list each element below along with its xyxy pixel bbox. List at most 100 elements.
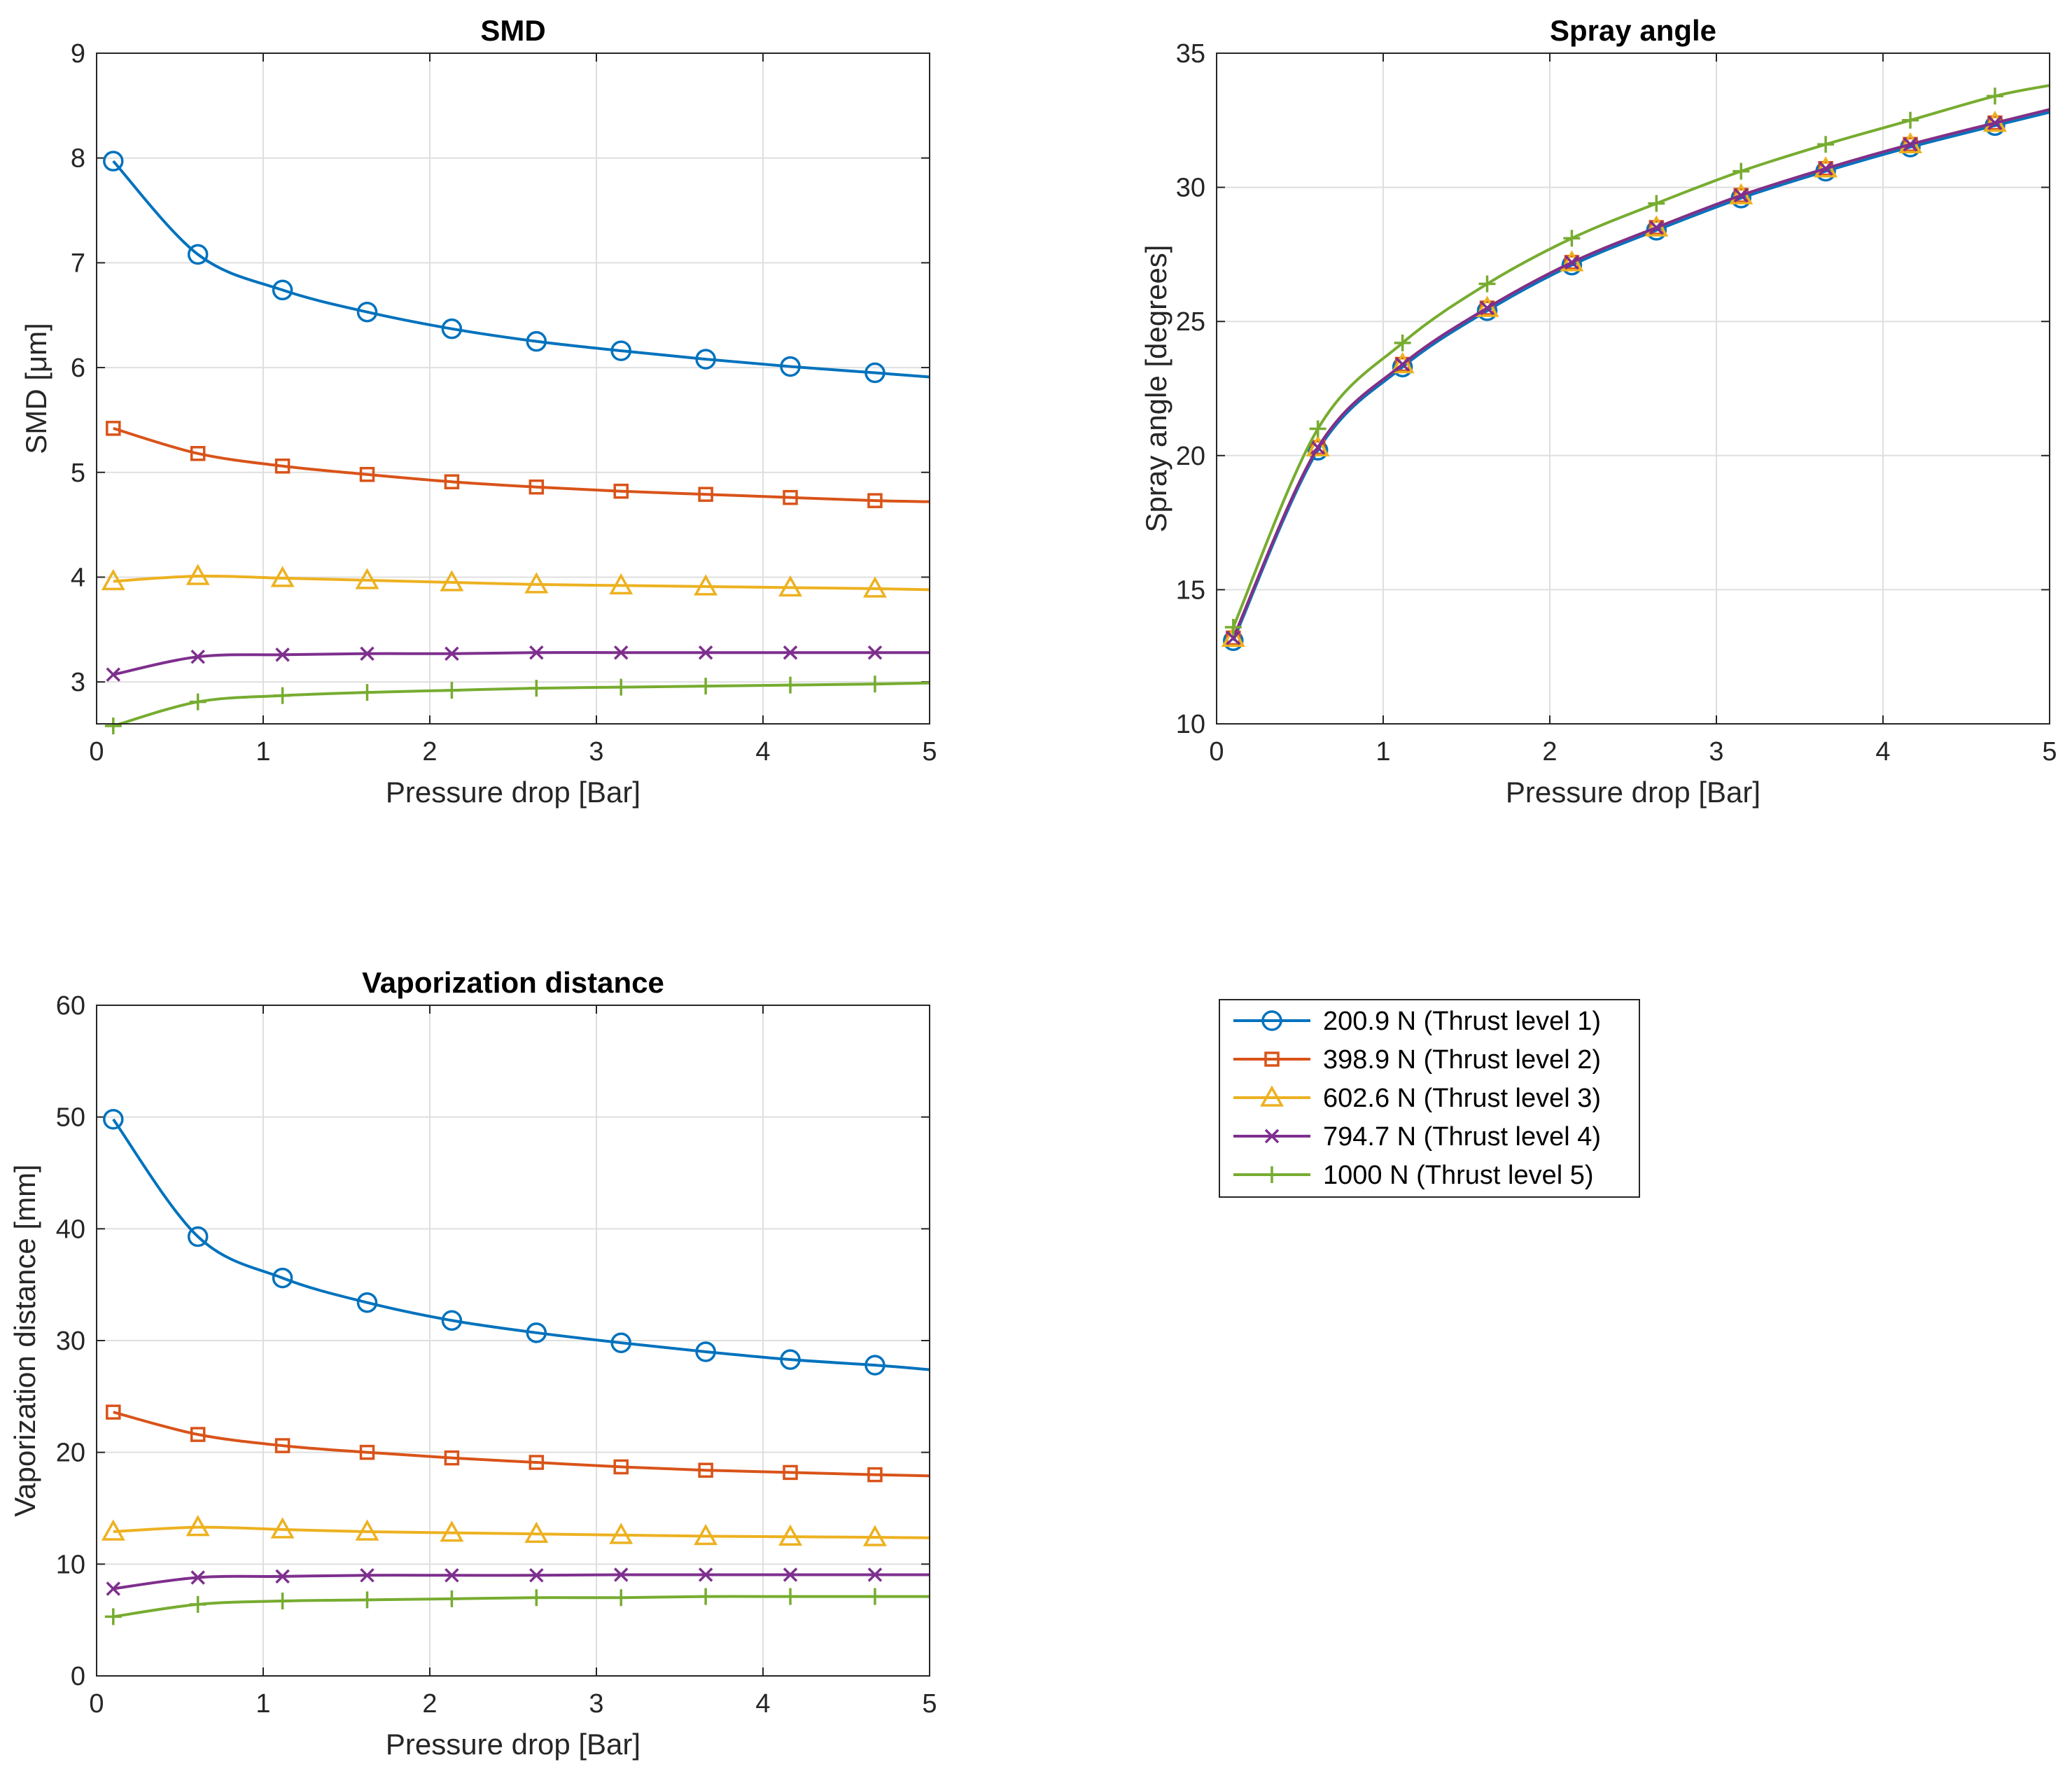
data-point bbox=[1390, 351, 1415, 374]
x-tick-label: 1 bbox=[1376, 737, 1390, 767]
data-point bbox=[441, 1310, 463, 1331]
y-tick-label: 30 bbox=[1176, 174, 1205, 203]
data-point bbox=[1306, 435, 1330, 457]
data-point bbox=[864, 1355, 886, 1376]
data-point bbox=[698, 1462, 713, 1478]
y-tick-label: 15 bbox=[1176, 575, 1205, 605]
data-point bbox=[524, 572, 549, 594]
data-point bbox=[274, 1593, 291, 1610]
chart-title: Spray angle bbox=[1550, 14, 1716, 47]
x-tick-label: 0 bbox=[89, 1689, 104, 1719]
data-point bbox=[355, 568, 379, 589]
data-point bbox=[698, 1567, 713, 1582]
data-point bbox=[528, 1589, 545, 1607]
data-point bbox=[106, 1581, 121, 1596]
data-point bbox=[698, 487, 713, 502]
axes-box bbox=[96, 53, 930, 725]
series-line bbox=[1231, 111, 2050, 642]
data-point bbox=[695, 349, 716, 370]
data-point bbox=[270, 1517, 295, 1539]
data-point bbox=[101, 1519, 125, 1541]
data-point bbox=[440, 570, 464, 592]
x-tick-label: 4 bbox=[1875, 737, 1890, 767]
data-point bbox=[187, 1226, 209, 1247]
data-point bbox=[778, 1524, 803, 1546]
series-2 bbox=[106, 1404, 930, 1483]
axes-box bbox=[96, 1005, 930, 1677]
x-tick-label: 2 bbox=[422, 1689, 437, 1719]
x-tick-label: 2 bbox=[1542, 737, 1557, 767]
series-1 bbox=[103, 1109, 930, 1376]
data-point bbox=[355, 1519, 379, 1541]
data-point bbox=[613, 483, 629, 499]
data-point bbox=[1310, 440, 1325, 455]
data-point bbox=[274, 1438, 290, 1453]
data-point bbox=[528, 1455, 545, 1470]
data-point bbox=[866, 676, 883, 693]
data-point bbox=[443, 1590, 461, 1607]
legend-entry: 200.9 N (Thrust level 1) bbox=[1233, 1007, 1601, 1036]
series-4 bbox=[106, 1567, 930, 1596]
series-line bbox=[113, 1411, 930, 1478]
x-tick-label: 0 bbox=[89, 737, 104, 767]
series-5 bbox=[104, 676, 930, 734]
chart-title: Vaporization distance bbox=[362, 966, 664, 999]
data-point bbox=[275, 647, 290, 662]
y-tick-label: 9 bbox=[71, 39, 85, 69]
data-point bbox=[189, 693, 206, 711]
y-tick-label: 10 bbox=[1176, 710, 1205, 739]
data-point bbox=[864, 362, 886, 384]
data-point bbox=[190, 649, 205, 664]
data-point bbox=[190, 1427, 206, 1442]
x-tick-label: 0 bbox=[1209, 737, 1224, 767]
series-line bbox=[113, 574, 930, 592]
data-point bbox=[359, 466, 375, 482]
data-point bbox=[529, 1568, 544, 1583]
y-axis-label: SMD [μm] bbox=[20, 323, 52, 454]
plot-area bbox=[1217, 53, 2050, 724]
data-point bbox=[780, 356, 801, 377]
data-point bbox=[106, 421, 121, 436]
y-tick-label: 30 bbox=[56, 1327, 85, 1356]
data-point bbox=[862, 1525, 887, 1546]
plot-area bbox=[97, 53, 930, 724]
y-tick-label: 8 bbox=[71, 144, 85, 174]
data-point bbox=[612, 678, 630, 696]
legend-entry: 794.7 N (Thrust level 4) bbox=[1233, 1122, 1601, 1152]
data-point bbox=[190, 446, 206, 461]
y-axis-label: Spray angle [degrees] bbox=[1140, 245, 1172, 533]
data-point bbox=[106, 667, 121, 682]
y-tick-label: 6 bbox=[71, 354, 85, 383]
data-point bbox=[1395, 357, 1410, 372]
legend-marker bbox=[1264, 1128, 1280, 1144]
chart-1: 0 1 2 3 4 5 3 4 5 6 7 8 9 SMD Pressure drop [Bar] SMD [… bbox=[20, 14, 937, 809]
series-line bbox=[113, 1525, 930, 1539]
y-tick-label: 10 bbox=[56, 1550, 85, 1579]
y-tick-label: 40 bbox=[56, 1215, 85, 1244]
data-point bbox=[694, 574, 718, 596]
series-3 bbox=[101, 1515, 930, 1546]
x-tick-label: 5 bbox=[922, 1689, 937, 1719]
legend-label: 398.9 N (Thrust level 2) bbox=[1323, 1045, 1601, 1075]
data-point bbox=[1224, 619, 1242, 636]
data-point bbox=[441, 318, 463, 340]
data-point bbox=[443, 682, 461, 699]
x-tick-label: 3 bbox=[589, 1689, 603, 1719]
y-tick-label: 4 bbox=[71, 563, 85, 592]
x-tick-label: 1 bbox=[255, 737, 270, 767]
series-line bbox=[113, 651, 930, 676]
data-point bbox=[783, 489, 798, 505]
legend-marker bbox=[1264, 1051, 1280, 1067]
legend-marker bbox=[1260, 1085, 1284, 1107]
data-point bbox=[444, 1450, 460, 1466]
x-tick-label: 3 bbox=[589, 737, 603, 767]
data-point bbox=[609, 1523, 634, 1544]
data-point bbox=[612, 1589, 630, 1607]
series-5 bbox=[1224, 84, 2050, 636]
data-point bbox=[1733, 188, 1749, 203]
x-tick-label: 2 bbox=[422, 737, 437, 767]
data-point bbox=[867, 493, 883, 508]
data-point bbox=[101, 568, 125, 591]
y-tick-label: 20 bbox=[1176, 442, 1205, 471]
